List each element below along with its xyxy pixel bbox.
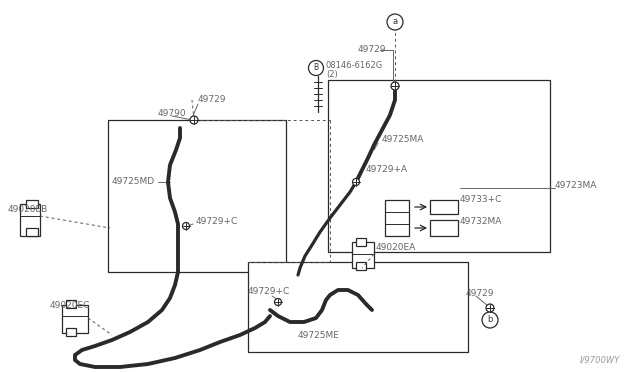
Bar [430,220,458,236]
Text: 49725MA: 49725MA [382,135,424,144]
Text: 49723MA: 49723MA [555,182,597,190]
Circle shape [275,298,282,305]
Circle shape [308,61,323,76]
Bar [356,238,366,246]
Bar [108,120,286,272]
Bar [66,300,76,308]
Bar [385,200,409,236]
Text: 49732MA: 49732MA [460,218,502,227]
Text: 49790: 49790 [158,109,187,119]
Text: 08146-6162G: 08146-6162G [326,61,383,70]
Text: b: b [487,315,493,324]
Text: 49729: 49729 [466,289,495,298]
Bar [328,80,550,252]
Circle shape [190,116,198,124]
Bar [26,200,38,208]
Text: 49733+C: 49733+C [460,196,502,205]
Bar [66,328,76,336]
Circle shape [391,82,399,90]
Bar [20,204,40,236]
Bar [62,305,88,333]
Text: 49020EB: 49020EB [8,205,48,215]
Text: 49020EC: 49020EC [50,301,90,310]
Bar [430,200,458,214]
Text: 49725MD: 49725MD [112,177,155,186]
Circle shape [482,312,498,328]
Text: B: B [314,64,319,73]
Bar [26,228,38,236]
Text: 49729+A: 49729+A [366,166,408,174]
Bar [356,262,366,270]
Text: 49729+C: 49729+C [196,218,238,227]
Text: I/9700WY: I/9700WY [580,356,620,365]
Text: 49729: 49729 [358,45,387,55]
Bar [248,262,468,352]
Text: a: a [392,17,397,26]
Text: (2): (2) [326,70,338,78]
Circle shape [182,222,189,230]
Text: 49729+C: 49729+C [248,288,291,296]
Text: 49729: 49729 [198,96,227,105]
Circle shape [387,14,403,30]
Text: 49020EA: 49020EA [376,244,416,253]
Circle shape [486,304,494,312]
Circle shape [353,179,360,186]
Bar [352,242,374,268]
Text: 49725ME: 49725ME [298,331,340,340]
